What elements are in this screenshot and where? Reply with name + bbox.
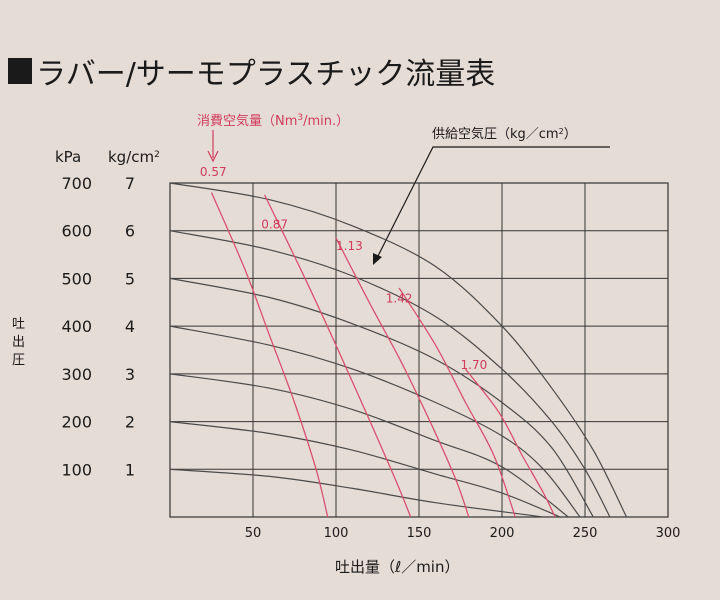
pressure-curve-3: [169, 373, 569, 518]
supply-pressure-arrow-head: [373, 253, 382, 265]
y-ticks-kpa: 100 200 300 400 500 600 700: [61, 174, 92, 479]
y-unit-kpa: kPa: [55, 148, 81, 166]
air-consumption-label-main: 消費空気量（Nm: [197, 113, 297, 129]
y-unit-kgcm-sup: 2: [154, 150, 160, 160]
x-tick-150: 150: [407, 526, 432, 541]
y-tick-kpa-600: 600: [61, 222, 92, 241]
air-consumption-label: 消費空気量（Nm3/min.）: [197, 113, 349, 129]
y-unit-kgcm: kg/cm2: [108, 148, 160, 166]
x-tick-200: 200: [490, 526, 515, 541]
y-tick-kpa-300: 300: [61, 365, 92, 384]
air-consumption-labels: 0.57 0.87 1.13 1.42 1.70: [200, 165, 487, 372]
x-ticks: 50 100 150 200 250 300: [245, 526, 681, 541]
y-ticks-kgcm: 1 2 3 4 5 6 7: [125, 174, 135, 479]
air-curve-1.13: [335, 237, 470, 518]
air-curve-label-0.87: 0.87: [261, 217, 288, 231]
pressure-curve-7: [169, 182, 628, 518]
air-curve-label-0.57: 0.57: [200, 165, 227, 179]
title-bullet-square: [8, 58, 32, 84]
y-tick-kpa-200: 200: [61, 413, 92, 432]
air-curve-1.42: [398, 287, 516, 518]
x-tick-50: 50: [245, 526, 262, 541]
air-consumption-arrow-head: [207, 150, 219, 163]
pressure-curve-6: [169, 230, 611, 518]
y-unit-kgcm-main: kg/cm: [108, 148, 154, 166]
supply-pressure-label-main: 供給空気圧（kg／cm: [432, 126, 559, 142]
y-tick-kpa-700: 700: [61, 174, 92, 193]
chart-title: ラバー/サーモプラスチック流量表: [36, 57, 495, 92]
y-tick-kgcm-2: 2: [125, 413, 135, 432]
y-tick-kpa-500: 500: [61, 269, 92, 288]
air-consumption-label-sup: 3: [297, 113, 303, 123]
y-tick-kgcm-5: 5: [125, 269, 135, 288]
y-tick-kgcm-1: 1: [125, 460, 135, 479]
supply-pressure-curves: [169, 182, 628, 518]
y-axis-label-char-2: 出: [12, 335, 25, 350]
air-consumption-label-tail: /min.）: [303, 114, 349, 129]
air-curve-label-1.42: 1.42: [386, 291, 413, 305]
grid: [169, 182, 669, 518]
air-curve-label-1.70: 1.70: [461, 358, 488, 372]
supply-pressure-arrow-line: [374, 146, 610, 263]
x-axis-label: 吐出量（ℓ／min）: [335, 558, 459, 576]
x-tick-250: 250: [573, 526, 598, 541]
x-tick-300: 300: [656, 526, 681, 541]
pressure-curve-5: [169, 277, 594, 518]
supply-pressure-label: 供給空気圧（kg／cm2）: [432, 126, 577, 142]
air-curve-0.57: [210, 192, 329, 518]
air-consumption-curves: [210, 192, 556, 518]
y-tick-kgcm-3: 3: [125, 365, 135, 384]
y-tick-kgcm-6: 6: [125, 222, 135, 241]
pressure-curve-2: [169, 421, 561, 518]
y-tick-kpa-400: 400: [61, 317, 92, 336]
y-axis-label-char-1: 吐: [12, 317, 25, 332]
supply-pressure-label-sup: 2: [559, 127, 564, 136]
air-curve-1.70: [464, 368, 556, 518]
pressure-curve-4: [169, 325, 581, 518]
pressure-curve-1: [169, 468, 544, 518]
y-tick-kgcm-7: 7: [125, 174, 135, 193]
y-tick-kgcm-4: 4: [125, 317, 135, 336]
air-curve-label-1.13: 1.13: [336, 239, 363, 253]
supply-pressure-label-tail: ）: [564, 127, 577, 142]
y-tick-kpa-100: 100: [61, 460, 92, 479]
air-curve-0.87: [264, 194, 412, 518]
y-axis-label-char-3: 圧: [12, 353, 25, 368]
x-tick-100: 100: [324, 526, 349, 541]
